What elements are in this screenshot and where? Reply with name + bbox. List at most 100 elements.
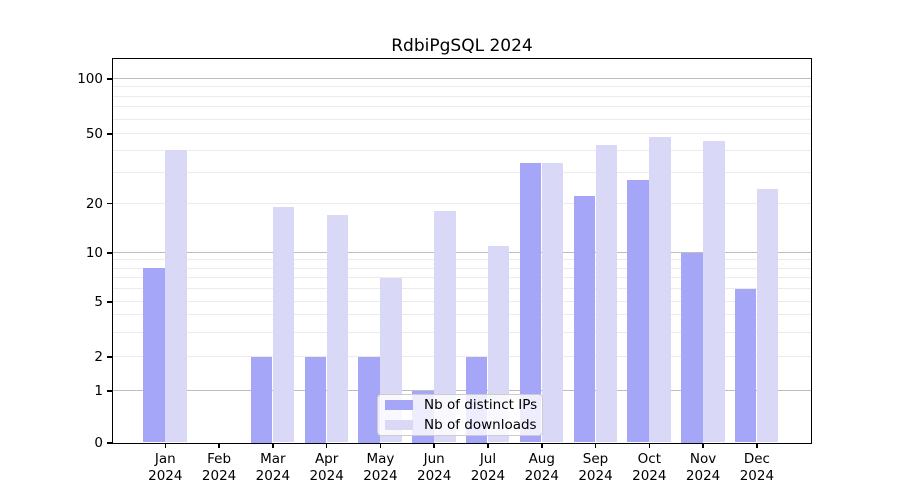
bar-downloads-aug: [541, 162, 564, 443]
x-tick-year: 2024: [739, 467, 775, 484]
x-tick-year: 2024: [578, 467, 613, 484]
x-tick-year: 2024: [417, 467, 452, 484]
x-tick-label-jan: Jan 2024: [137, 451, 193, 484]
x-tick-label-jun: Jun 2024: [406, 451, 462, 484]
bar-downloads-jun: [434, 210, 456, 443]
chart-title: RdbiPgSQL 2024: [391, 36, 533, 56]
gridline-minor-20: [112, 202, 811, 204]
x-tick-year: 2024: [632, 467, 667, 484]
y-tick-mark-0: [106, 442, 113, 444]
bar-downloads-jan: [165, 150, 187, 443]
gridline-major-100: [112, 78, 811, 79]
y-tick-label-10: 10: [85, 245, 103, 261]
x-tick-year: 2024: [309, 467, 344, 484]
y-tick-mark-100: [106, 78, 113, 80]
gridline-minor-7: [112, 277, 811, 279]
x-tick-mark-sep: [594, 443, 597, 448]
x-tick-label-mar: Mar 2024: [245, 451, 301, 484]
x-tick-mark-oct: [648, 443, 651, 448]
bar-downloads-dec: [756, 189, 779, 443]
bar-downloads-nov: [703, 141, 725, 443]
bar-distinct-ips-aug: [519, 162, 542, 443]
gridline-minor-5: [112, 301, 811, 302]
y-tick-mark-5: [106, 301, 113, 303]
x-tick-month: Jan: [154, 451, 176, 467]
x-tick-label-jul: Jul 2024: [460, 451, 516, 484]
bar-downloads-mar: [272, 206, 295, 443]
x-tick-month: Jul: [479, 451, 497, 467]
x-tick-label-apr: Apr 2024: [299, 451, 355, 484]
y-tick-mark-2: [106, 356, 113, 358]
plot-area: [111, 57, 812, 444]
bar-downloads-oct: [649, 136, 671, 443]
bar-distinct-ips-jan: [143, 268, 165, 443]
y-tick-label-0: 0: [94, 435, 103, 451]
gridline-minor-60: [112, 118, 811, 120]
legend-label-downloads: Nb of downloads: [424, 417, 537, 433]
y-tick-label-50: 50: [85, 126, 103, 142]
x-tick-year: 2024: [201, 467, 237, 484]
x-tick-label-oct: Oct 2024: [621, 451, 677, 484]
x-tick-label-aug: Aug 2024: [514, 451, 570, 484]
x-tick-mark-jan: [164, 443, 167, 448]
gridline-major-1: [112, 390, 811, 391]
y-tick-label-2: 2: [94, 349, 103, 365]
y-tick-mark-20: [106, 202, 113, 205]
gridline-minor-80: [112, 95, 811, 97]
y-tick-mark-50: [106, 133, 113, 135]
x-tick-month: Mar: [260, 451, 286, 467]
gridline-minor-70: [112, 106, 811, 108]
legend: Nb of distinct IPs Nb of downloads: [377, 394, 543, 436]
x-tick-month: Apr: [314, 451, 339, 467]
x-tick-month: Nov: [689, 451, 717, 467]
x-tick-year: 2024: [685, 467, 721, 484]
gridline-major-10: [112, 252, 811, 253]
bar-distinct-ips-apr: [304, 356, 327, 443]
bar-distinct-ips-oct: [627, 180, 649, 443]
bar-distinct-ips-mar: [250, 356, 273, 443]
y-tick-mark-1: [106, 390, 113, 392]
y-tick-label-5: 5: [94, 294, 103, 310]
bar-distinct-ips-nov: [681, 252, 703, 443]
x-tick-month: Jun: [423, 451, 445, 467]
x-tick-month: Oct: [637, 451, 661, 467]
x-tick-year: 2024: [148, 467, 183, 484]
legend-label-distinct-ips: Nb of distinct IPs: [424, 397, 538, 413]
bar-downloads-apr: [326, 214, 349, 443]
x-tick-month: Feb: [207, 451, 232, 467]
y-tick-label-20: 20: [85, 195, 103, 212]
legend-swatch-distinct-ips: [385, 400, 413, 410]
y-tick-mark-10: [106, 252, 113, 254]
x-tick-mark-nov: [702, 443, 704, 448]
x-tick-year: 2024: [524, 467, 559, 484]
bar-downloads-sep: [595, 144, 618, 443]
legend-swatch-downloads: [385, 420, 413, 430]
gridline-minor-9: [112, 259, 811, 261]
legend-item-downloads: Nb of downloads: [385, 417, 542, 433]
x-tick-year: 2024: [470, 467, 506, 484]
x-tick-label-nov: Nov 2024: [675, 451, 731, 484]
x-tick-mark-aug: [541, 443, 543, 448]
x-tick-mark-feb: [218, 443, 220, 448]
gridline-minor-2: [112, 356, 811, 357]
gridline-minor-6: [112, 288, 811, 290]
x-tick-mark-jul: [487, 443, 489, 448]
gridline-minor-90: [112, 86, 811, 88]
x-tick-month: Aug: [528, 451, 555, 467]
x-tick-month: Sep: [582, 451, 609, 467]
x-tick-year: 2024: [363, 467, 398, 484]
x-tick-month: Dec: [743, 451, 770, 467]
gridline-minor-30: [112, 171, 811, 173]
gridline-minor-8: [112, 267, 811, 269]
x-tick-label-sep: Sep 2024: [568, 451, 624, 484]
x-tick-mark-jun: [433, 443, 435, 448]
gridline-minor-3: [112, 331, 811, 333]
x-tick-month: May: [366, 451, 395, 467]
gridline-minor-40: [112, 149, 811, 151]
bar-distinct-ips-may: [358, 356, 380, 443]
x-tick-mark-dec: [756, 443, 758, 448]
x-tick-mark-apr: [325, 443, 328, 448]
y-tick-label-1: 1: [94, 383, 103, 399]
x-tick-label-may: May 2024: [352, 451, 408, 484]
